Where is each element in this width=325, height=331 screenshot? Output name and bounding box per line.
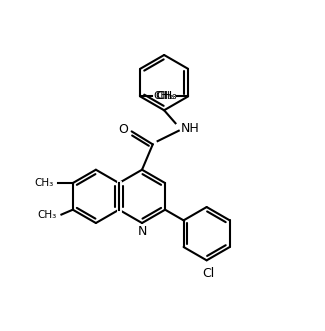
Text: CH₃: CH₃ [34, 178, 53, 188]
Text: CH₃: CH₃ [156, 91, 177, 101]
Text: CH₃: CH₃ [37, 210, 57, 219]
Text: CH₃: CH₃ [154, 91, 173, 101]
Text: N: N [137, 225, 147, 238]
Text: O: O [118, 123, 128, 136]
Text: CH₃: CH₃ [155, 91, 175, 101]
Text: Cl: Cl [202, 267, 215, 280]
Text: NH: NH [180, 121, 199, 135]
